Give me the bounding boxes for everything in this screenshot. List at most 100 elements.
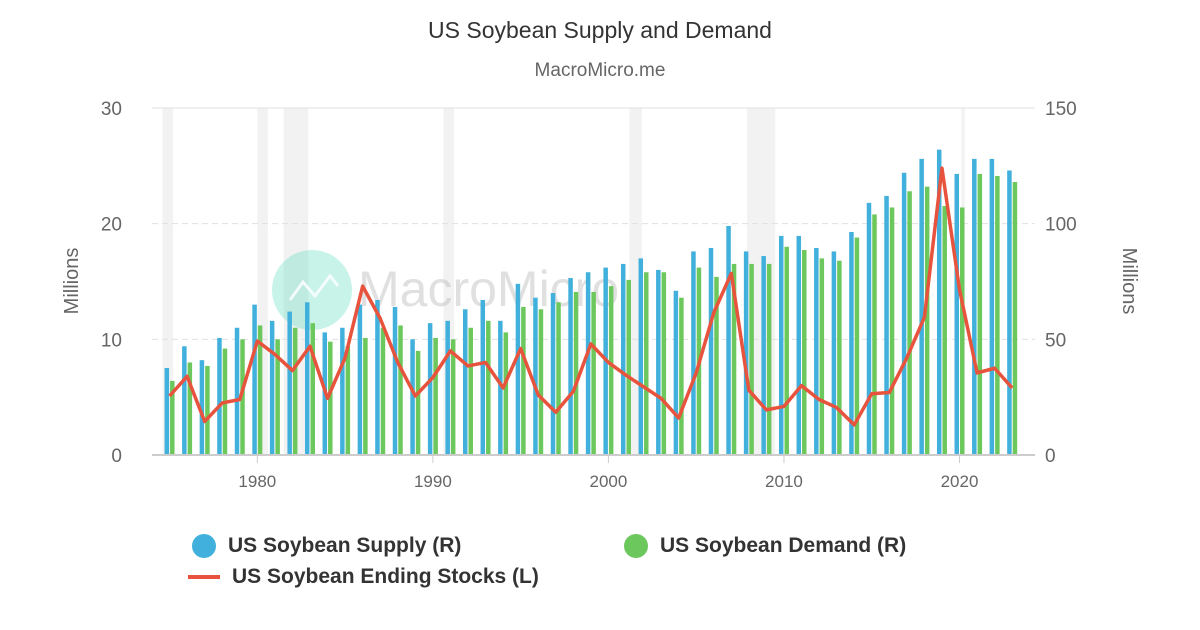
x-tick-label: 1980 — [238, 472, 276, 491]
legend-label-stocks: US Soybean Ending Stocks (L) — [232, 565, 539, 588]
demand-bar — [292, 327, 298, 455]
left-axis-label: Millions — [61, 248, 83, 315]
supply-bar — [375, 300, 380, 455]
supply-bar — [269, 320, 275, 455]
supply-bar — [568, 278, 573, 455]
right-tick-label: 0 — [1045, 446, 1056, 467]
demand-bar — [503, 332, 509, 455]
supply-bar — [252, 304, 257, 455]
supply-bar — [585, 272, 591, 455]
demand-bar — [363, 337, 368, 455]
supply-bar — [304, 302, 310, 455]
demand-bar — [380, 327, 386, 455]
supply-bar — [761, 256, 766, 455]
demand-bar — [889, 207, 895, 455]
supply-bar — [814, 247, 819, 455]
demand-bar — [819, 258, 825, 455]
supply-bar — [462, 309, 468, 455]
x-tick-label: 2020 — [941, 472, 979, 491]
legend-label-supply: US Soybean Supply (R) — [228, 534, 462, 557]
supply-bar — [340, 327, 345, 455]
left-tick-label: 20 — [101, 215, 122, 236]
supply-bar — [901, 172, 907, 456]
demand-bar — [275, 339, 280, 455]
supply-bar — [182, 346, 187, 455]
recession-band — [162, 108, 174, 455]
demand-bar — [837, 260, 842, 455]
chart-subtitle: MacroMicro.me — [534, 60, 666, 81]
demand-bar — [907, 191, 912, 455]
right-tick-label: 150 — [1045, 99, 1077, 120]
recession-band — [443, 108, 454, 455]
supply-bar — [550, 293, 556, 455]
supply-bar — [673, 290, 679, 455]
left-tick-label: 10 — [101, 330, 122, 351]
supply-bar — [708, 247, 714, 455]
demand-bar — [960, 207, 965, 455]
left-tick-label: 0 — [111, 446, 122, 467]
supply-bar — [778, 235, 784, 455]
supply-bar — [936, 149, 942, 455]
supply-bar — [743, 251, 749, 455]
supply-bar — [392, 306, 398, 455]
legend-label-demand: US Soybean Demand (R) — [660, 534, 907, 557]
demand-bar — [942, 206, 947, 455]
supply-bar — [656, 269, 661, 455]
supply-bar — [972, 158, 977, 456]
supply-bar — [831, 251, 837, 455]
ending-stocks-line — [168, 166, 1014, 427]
supply-bar — [217, 337, 222, 455]
demand-bar — [924, 186, 930, 456]
demand-bar — [345, 346, 351, 455]
supply-bar — [884, 195, 889, 455]
supply-bar — [796, 235, 802, 455]
supply-bar — [357, 304, 363, 455]
supply-bar — [954, 173, 960, 455]
supply-bar — [164, 368, 170, 455]
supply-bar — [638, 258, 644, 455]
demand-bar — [415, 350, 421, 455]
demand-bar — [556, 302, 561, 455]
chart-title: US Soybean Supply and Demand — [428, 17, 772, 43]
demand-bar — [854, 237, 860, 455]
demand-bar — [205, 365, 210, 455]
demand-bar — [538, 309, 544, 455]
right-tick-label: 100 — [1045, 215, 1077, 236]
legend-item-stocks[interactable]: US Soybean Ending Stocks (L) — [188, 565, 539, 589]
demand-bar — [240, 339, 245, 455]
supply-bar — [515, 283, 521, 455]
demand-bar — [977, 173, 983, 455]
demand-bar — [257, 325, 263, 455]
supply-bar — [427, 323, 433, 455]
supply-bar — [919, 158, 924, 456]
demand-bar — [766, 263, 772, 455]
demand-bar — [328, 341, 333, 455]
supply-bar — [691, 251, 696, 455]
demand-bar — [521, 306, 526, 455]
demand-bar — [995, 176, 1000, 455]
watermark-logo-mark — [288, 273, 340, 301]
demand-bar — [450, 339, 456, 455]
x-tick-label: 1990 — [414, 472, 452, 491]
watermark-logo — [272, 250, 352, 330]
supply-bar — [849, 231, 854, 455]
demand-bar — [170, 380, 175, 455]
legend-item-demand[interactable]: US Soybean Demand (R) — [624, 534, 906, 558]
supply-bar — [234, 327, 240, 455]
demand-bar — [187, 362, 193, 455]
supply-bar — [199, 360, 205, 455]
demand-bar — [661, 272, 667, 455]
demand-bar — [626, 279, 631, 455]
demand-bar — [486, 320, 491, 455]
legend-item-supply[interactable]: US Soybean Supply (R) — [192, 534, 461, 558]
supply-bar — [989, 158, 995, 456]
demand-bar — [802, 250, 807, 455]
supply-bar — [726, 225, 731, 455]
demand-bar — [608, 286, 614, 455]
demand-bar — [398, 325, 403, 455]
right-axis-label: Millions — [1118, 248, 1140, 315]
demand-bar — [749, 263, 754, 455]
supply-bar — [287, 311, 292, 455]
